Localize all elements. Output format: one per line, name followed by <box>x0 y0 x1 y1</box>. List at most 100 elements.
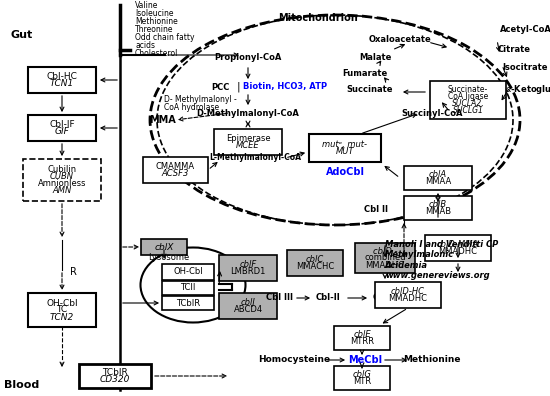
Text: Homocysteine: Homocysteine <box>258 356 330 364</box>
Text: Epimerase: Epimerase <box>226 134 270 143</box>
Text: cblB: cblB <box>429 200 447 209</box>
Text: MMADHC: MMADHC <box>366 261 404 270</box>
Text: R: R <box>70 267 77 277</box>
Text: Valine: Valine <box>135 0 158 10</box>
Bar <box>430 81 506 119</box>
Text: Cbl-II: Cbl-II <box>373 293 397 303</box>
Text: L-Methylmalonyl-CoA: L-Methylmalonyl-CoA <box>209 154 301 162</box>
Text: Malate: Malate <box>359 53 391 61</box>
Text: Amnionless: Amnionless <box>38 179 86 188</box>
Bar <box>28 293 96 327</box>
Text: MCEE: MCEE <box>236 141 260 150</box>
Text: MMA: MMA <box>148 115 175 125</box>
Text: Propionyl-CoA: Propionyl-CoA <box>214 53 282 63</box>
Text: cblE: cblE <box>353 330 371 339</box>
Text: Manoli I and Venditti CP
Methylmalonic
Acidemia
www.genereviews.org: Manoli I and Venditti CP Methylmalonic A… <box>385 240 498 280</box>
Bar <box>404 196 472 220</box>
Text: MMADHC: MMADHC <box>388 294 427 303</box>
Text: cblG: cblG <box>353 370 371 379</box>
Text: CD320: CD320 <box>100 375 130 384</box>
Text: Methionine: Methionine <box>403 356 461 364</box>
Text: Succinate: Succinate <box>346 86 393 95</box>
Text: CoA ligase: CoA ligase <box>448 92 488 101</box>
Text: cblC: cblC <box>306 255 324 264</box>
Text: AdoCbl: AdoCbl <box>326 167 365 177</box>
Text: Lysosome: Lysosome <box>148 253 189 263</box>
Text: MMADHC: MMADHC <box>438 247 477 256</box>
Text: MMAA: MMAA <box>425 177 451 186</box>
Text: |: | <box>237 82 241 92</box>
Text: PCC: PCC <box>212 82 230 91</box>
Bar <box>79 364 151 388</box>
Bar <box>23 159 101 201</box>
Text: Cubilin: Cubilin <box>47 165 76 174</box>
Text: Acetyl-CoA: Acetyl-CoA <box>500 25 550 34</box>
Text: D- Methylmalonyl -: D- Methylmalonyl - <box>164 95 236 105</box>
Bar <box>219 293 277 319</box>
Text: TCbIR: TCbIR <box>176 299 200 308</box>
Text: Methionine: Methionine <box>135 17 178 25</box>
Text: SUCLG1: SUCLG1 <box>453 106 483 115</box>
Bar <box>214 129 282 155</box>
Text: OH-CbI: OH-CbI <box>173 268 203 276</box>
Text: acids: acids <box>135 40 155 50</box>
Text: AMN: AMN <box>52 186 72 195</box>
Text: Mitochondrion: Mitochondrion <box>278 13 358 23</box>
Text: $\alpha$-Ketoglutarate: $\alpha$-Ketoglutarate <box>505 84 550 97</box>
Text: Blood: Blood <box>4 380 40 390</box>
Bar <box>355 243 415 273</box>
Text: cblD -: cblD - <box>373 246 397 255</box>
Text: cblF: cblF <box>239 260 257 269</box>
Bar <box>334 366 390 390</box>
Text: Succinyl-CoA: Succinyl-CoA <box>402 109 463 118</box>
Text: combined: combined <box>364 253 406 263</box>
Text: CbI-IF: CbI-IF <box>49 120 75 129</box>
Bar <box>219 255 277 281</box>
Text: Biotin, HCO3, ATP: Biotin, HCO3, ATP <box>243 82 327 91</box>
Text: Citrate: Citrate <box>498 46 531 55</box>
Bar <box>425 235 491 261</box>
Text: MMACHC: MMACHC <box>296 262 334 271</box>
Text: TCN2: TCN2 <box>50 312 74 322</box>
Text: MMAB: MMAB <box>425 207 451 216</box>
Bar <box>28 67 96 93</box>
Text: TCN1: TCN1 <box>50 79 74 88</box>
Text: LMBRD1: LMBRD1 <box>230 267 266 276</box>
Text: GIF: GIF <box>54 127 69 136</box>
Text: cblD-MMA: cblD-MMA <box>437 240 479 249</box>
Text: Cbl-II: Cbl-II <box>316 293 340 303</box>
Bar <box>309 134 381 162</box>
Text: Isocitrate: Isocitrate <box>502 63 547 72</box>
Text: Fumarate: Fumarate <box>342 69 388 78</box>
Text: OH-CbI: OH-CbI <box>46 299 78 308</box>
Bar <box>375 282 441 308</box>
Text: Gut: Gut <box>11 30 33 40</box>
Text: Odd chain fatty: Odd chain fatty <box>135 32 195 42</box>
Bar <box>142 157 207 183</box>
Bar <box>28 115 96 141</box>
Bar <box>141 239 187 255</box>
Text: Cbl II: Cbl II <box>364 206 388 215</box>
Text: CUBN: CUBN <box>50 172 74 181</box>
Text: ACSF3: ACSF3 <box>161 169 189 178</box>
Text: Succinate-: Succinate- <box>448 85 488 94</box>
Text: TCII: TCII <box>180 284 196 293</box>
Text: D-Methylmalonyl-CoA: D-Methylmalonyl-CoA <box>196 109 299 118</box>
Bar <box>334 326 390 350</box>
Text: TC: TC <box>57 305 68 314</box>
Bar <box>404 166 472 190</box>
Text: TCbIR: TCbIR <box>102 368 128 377</box>
Text: Oxaloacetate: Oxaloacetate <box>368 36 431 44</box>
Text: Cholesterol: Cholesterol <box>135 48 178 57</box>
Text: ABCD4: ABCD4 <box>233 305 262 314</box>
Bar <box>162 296 214 310</box>
Text: CMAMMA: CMAMMA <box>156 162 195 171</box>
Text: cblA: cblA <box>429 170 447 179</box>
Text: Isoleucine: Isoleucine <box>135 8 173 17</box>
Text: CbI-HC: CbI-HC <box>47 72 78 81</box>
Text: MTRR: MTRR <box>350 337 374 346</box>
Text: CoA hydrolase: CoA hydrolase <box>164 103 219 112</box>
Text: MeCbl: MeCbl <box>348 355 382 365</box>
Bar <box>287 250 343 276</box>
Text: SUCLA2,: SUCLA2, <box>452 99 485 108</box>
